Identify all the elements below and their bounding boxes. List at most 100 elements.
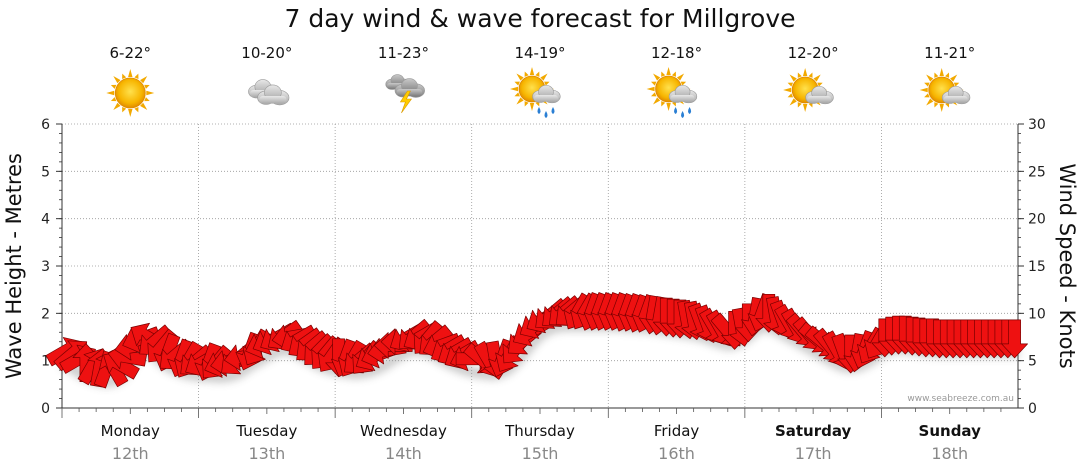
y2-tick-label: 5	[1028, 354, 1037, 370]
x-day-label: Saturday	[775, 422, 852, 440]
temp-range: 12-18°	[651, 44, 702, 62]
x-date-label: 14th	[385, 444, 422, 463]
cloud-base	[807, 96, 832, 103]
y2-tick-label: 25	[1028, 164, 1046, 180]
x-date-label: 12th	[112, 444, 149, 463]
sun-ray	[926, 74, 934, 82]
x-date-label: 13th	[248, 444, 285, 463]
sun-ray	[789, 98, 797, 106]
sun-ray	[661, 71, 666, 77]
y-tick-label: 1	[41, 354, 50, 370]
sun-ray	[110, 97, 117, 102]
temp-range: 11-21°	[924, 44, 975, 62]
sun-ray	[789, 74, 797, 82]
x-axis: Monday 12th Tuesday 13th Wednesday 14th Thursd…	[61, 408, 1002, 463]
sun-ray	[787, 93, 794, 98]
sun-ray	[646, 86, 655, 92]
sun-ray	[787, 82, 794, 87]
sun-ray	[817, 82, 823, 87]
sun-ray	[934, 102, 939, 108]
sun-ray	[919, 87, 928, 93]
sun-ray	[134, 73, 139, 80]
sun-ray	[146, 90, 155, 96]
sun-ray	[122, 106, 127, 113]
sun-ray	[516, 73, 524, 81]
cloud-base	[534, 95, 558, 102]
y-axis-title: Wave Height - Metres	[2, 153, 26, 379]
credit-text: www.seabreeze.com.au	[907, 394, 1014, 404]
sun-ray	[140, 102, 148, 110]
sun-cloud-showers-icon	[646, 67, 698, 118]
sun-ray	[106, 90, 115, 96]
thunderstorm-icon	[385, 74, 425, 114]
y2-tick-label: 0	[1028, 401, 1037, 417]
x-day-label: Sunday	[919, 422, 982, 440]
wind-arrows	[45, 292, 1028, 389]
sun-disc	[114, 77, 146, 109]
y-tick-label: 4	[41, 212, 50, 228]
sun-ray	[808, 72, 813, 78]
y2-tick-label: 15	[1028, 259, 1046, 275]
y-tick-label: 2	[41, 306, 50, 322]
y2-tick-label: 10	[1028, 306, 1046, 322]
sun-ray	[676, 73, 685, 81]
x-date-label: 16th	[658, 444, 695, 463]
sun-ray	[953, 82, 960, 87]
sun-ray	[529, 67, 535, 75]
sun-ray	[950, 74, 958, 82]
y2-tick-label: 20	[1028, 212, 1046, 228]
sun-ray	[666, 103, 671, 111]
temp-range: 6-22°	[110, 44, 152, 62]
rain-drop	[688, 107, 692, 114]
y-tick-label: 0	[41, 401, 50, 417]
sun-ray	[540, 73, 548, 81]
rain-drop	[537, 107, 541, 114]
x-day-label: Tuesday	[235, 422, 297, 440]
rain-drop	[551, 107, 555, 114]
x-date-label: 15th	[522, 444, 559, 463]
sun-ray	[945, 72, 950, 78]
sun-ray	[529, 103, 535, 111]
x-day-label: Friday	[654, 422, 700, 440]
x-date-label: 17th	[795, 444, 832, 463]
sun-ray	[110, 84, 117, 89]
cloud-base	[670, 95, 695, 102]
temp-range: 14-19°	[514, 44, 565, 62]
temp-range: 10-20°	[241, 44, 292, 62]
chart-title: 7 day wind & wave forecast for Millgrove	[284, 4, 795, 33]
sunny-icon	[106, 69, 155, 117]
lightning-bolt	[399, 90, 413, 114]
cloud-base	[259, 96, 287, 104]
sun-ray	[802, 104, 808, 112]
sun-ray	[134, 106, 139, 113]
y2-tick-label: 30	[1028, 117, 1046, 133]
y-tick-label: 6	[41, 117, 50, 133]
sun-ray	[524, 71, 529, 77]
sun-ray	[544, 81, 550, 86]
sun-ray	[783, 87, 792, 93]
sun-ray	[514, 81, 520, 86]
sun-ray	[510, 86, 518, 92]
sun-ray	[939, 104, 944, 112]
sun-ray	[524, 101, 529, 107]
temp-range: 12-20°	[788, 44, 839, 62]
temp-range: 11-23°	[378, 44, 429, 62]
sun-ray	[939, 68, 944, 76]
y-tick-label: 5	[41, 164, 50, 180]
sun-ray	[653, 73, 661, 81]
sun-ray	[924, 82, 930, 87]
sun-ray	[671, 71, 676, 77]
x-day-label: Thursday	[504, 422, 575, 440]
rain-drop	[544, 111, 548, 118]
cloud-base	[943, 96, 968, 103]
sun-ray	[797, 72, 802, 78]
y2-axis-title: Wind Speed - Knots	[1055, 163, 1079, 368]
sun-ray	[516, 97, 524, 105]
partly-cloudy-icon	[919, 68, 971, 112]
sun-ray	[144, 97, 150, 102]
sun-ray	[813, 74, 821, 82]
rain-drop	[674, 107, 678, 114]
x-day-label: Monday	[101, 422, 160, 440]
sun-ray	[924, 93, 930, 98]
